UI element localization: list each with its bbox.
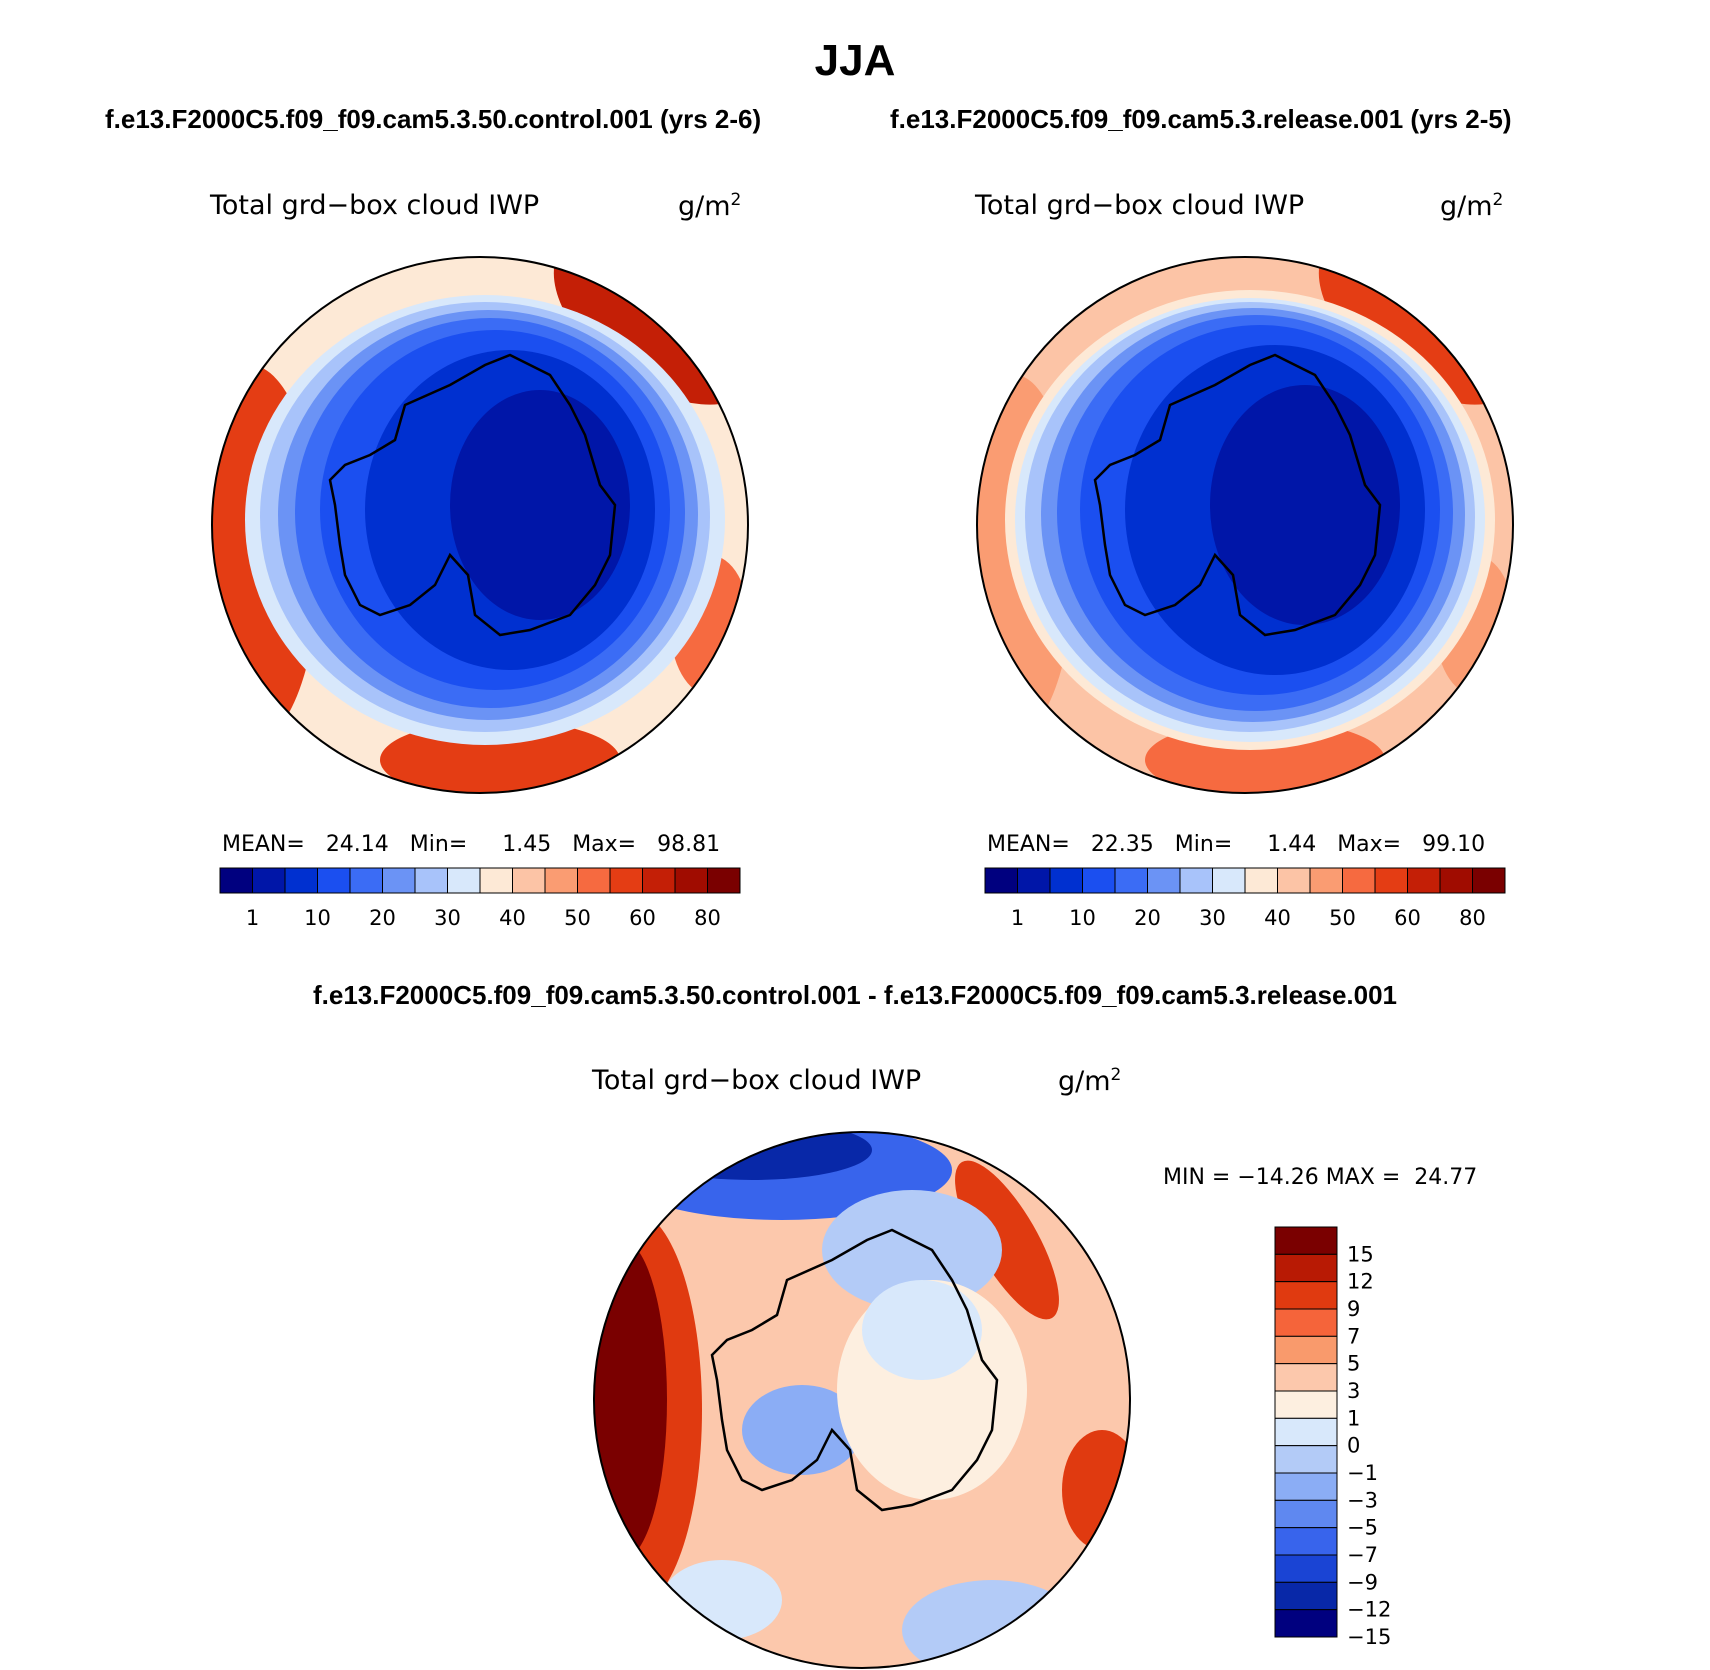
colorbar-tick-label: 40 bbox=[499, 906, 526, 930]
colorbar-swatch bbox=[1179, 867, 1213, 894]
colorbar-swatch bbox=[544, 867, 578, 894]
colorbar-tick-label: 1 bbox=[246, 906, 259, 930]
colorbar-tick-label: 30 bbox=[434, 906, 461, 930]
colorbar-tick-label: 15 bbox=[1347, 1242, 1374, 1266]
colorbar-swatch bbox=[252, 867, 286, 894]
colorbar-swatch bbox=[1274, 1554, 1338, 1583]
panel-2-units: g/m2 bbox=[1440, 190, 1504, 222]
colorbar-swatch bbox=[1274, 1499, 1338, 1529]
colorbar-swatch bbox=[219, 867, 253, 894]
colorbar-swatch bbox=[1274, 1390, 1338, 1419]
map-control bbox=[211, 256, 749, 794]
colorbar-tick-label: −12 bbox=[1347, 1598, 1391, 1622]
colorbar-swatch bbox=[984, 867, 1018, 894]
colorbar-swatch bbox=[1407, 867, 1441, 894]
colorbar-swatch bbox=[1274, 1253, 1338, 1283]
colorbar-release: 1 10 20 30 40 50 60 80 bbox=[984, 867, 1506, 930]
colorbar-swatch bbox=[447, 867, 481, 894]
colorbar-swatch bbox=[382, 867, 416, 894]
colorbar-swatch bbox=[1274, 1226, 1338, 1255]
panel-2-variable: Total grd−box cloud IWP bbox=[975, 190, 1305, 221]
colorbar-tick-label: 80 bbox=[1459, 906, 1486, 930]
colorbar-tick-label: −15 bbox=[1347, 1625, 1391, 1649]
colorbar-swatch bbox=[1439, 867, 1473, 894]
colorbar-tick-label: 10 bbox=[1069, 906, 1096, 930]
colorbar-swatch bbox=[1274, 1281, 1338, 1310]
colorbar-swatch bbox=[1374, 867, 1408, 894]
panel-1-stats: MEAN= 24.14 Min= 1.45 Max= 98.81 bbox=[222, 832, 721, 857]
colorbar-tick-label: 5 bbox=[1347, 1352, 1360, 1376]
colorbar-tick-label: 7 bbox=[1347, 1324, 1360, 1348]
colorbar-difference: 15 12 9 7 5 3 1 0 −1 −3 −5 −7 −9 −12 −15 bbox=[1274, 1226, 1391, 1649]
diff-title: f.e13.F2000C5.f09_f09.cam5.3.50.control.… bbox=[312, 980, 1398, 1010]
colorbar-swatch bbox=[1017, 867, 1051, 894]
colorbar-swatch bbox=[1274, 1581, 1338, 1611]
colorbar-swatch bbox=[284, 867, 318, 894]
map-difference bbox=[593, 1131, 1131, 1669]
colorbar-tick-label: 20 bbox=[1134, 906, 1161, 930]
colorbar-tick-label: 20 bbox=[369, 906, 396, 930]
colorbar-swatch bbox=[1082, 867, 1116, 894]
colorbar-tick-label: 9 bbox=[1347, 1297, 1360, 1321]
panel-3-units: g/m2 bbox=[1058, 1065, 1122, 1097]
colorbar-swatch bbox=[1147, 867, 1181, 894]
panel-3-variable: Total grd−box cloud IWP bbox=[592, 1065, 922, 1096]
colorbar-swatch bbox=[1244, 867, 1278, 894]
colorbar-tick-label: −7 bbox=[1347, 1543, 1378, 1567]
colorbar-tick-label: 3 bbox=[1347, 1379, 1360, 1403]
colorbar-tick-label: 50 bbox=[1329, 906, 1356, 930]
colorbar-swatch bbox=[1342, 867, 1376, 894]
colorbar-tick-label: 0 bbox=[1347, 1434, 1360, 1458]
colorbar-tick-label: 80 bbox=[694, 906, 721, 930]
colorbar-swatch bbox=[1274, 1527, 1338, 1556]
colorbar-swatch bbox=[1309, 867, 1343, 894]
colorbar-swatch bbox=[707, 867, 741, 894]
colorbar-swatch bbox=[1274, 1363, 1338, 1392]
colorbar-tick-label: 40 bbox=[1264, 906, 1291, 930]
colorbar-swatch bbox=[674, 867, 708, 894]
colorbar-tick-label: 60 bbox=[629, 906, 656, 930]
colorbar-swatch bbox=[1472, 867, 1506, 894]
colorbar-swatch bbox=[1274, 1308, 1338, 1337]
colorbar-tick-label: 12 bbox=[1347, 1270, 1374, 1294]
colorbar-swatch bbox=[1274, 1472, 1338, 1501]
panel-3-minmax: MIN = −14.26 MAX = 24.77 bbox=[1163, 1165, 1478, 1190]
colorbar-swatch bbox=[1212, 867, 1246, 894]
colorbar-tick-label: −9 bbox=[1347, 1570, 1378, 1594]
colorbar-tick-label: 50 bbox=[564, 906, 591, 930]
colorbar-tick-label: −5 bbox=[1347, 1516, 1378, 1540]
panel-1-variable: Total grd−box cloud IWP bbox=[210, 190, 540, 221]
colorbar-control: 1 10 20 30 40 50 60 80 bbox=[219, 867, 741, 930]
panel-2-stats: MEAN= 22.35 Min= 1.44 Max= 99.10 bbox=[987, 832, 1486, 857]
map-release bbox=[976, 256, 1514, 794]
colorbar-swatch bbox=[414, 867, 448, 894]
colorbar-tick-label: 60 bbox=[1394, 906, 1421, 930]
figure-title: JJA bbox=[814, 36, 896, 85]
colorbar-swatch bbox=[1274, 1335, 1338, 1365]
colorbar-tick-label: −3 bbox=[1347, 1488, 1378, 1512]
colorbar-swatch bbox=[1274, 1417, 1338, 1447]
colorbar-swatch bbox=[1274, 1609, 1338, 1638]
colorbar-tick-label: −1 bbox=[1347, 1461, 1378, 1485]
colorbar-tick-label: 30 bbox=[1199, 906, 1226, 930]
case-b-title: f.e13.F2000C5.f09_f09.cam5.3.release.001… bbox=[890, 104, 1512, 134]
colorbar-swatch bbox=[577, 867, 611, 894]
colorbar-swatch bbox=[479, 867, 513, 894]
colorbar-tick-label: 1 bbox=[1011, 906, 1024, 930]
colorbar-tick-label: 10 bbox=[304, 906, 331, 930]
colorbar-swatch bbox=[317, 867, 351, 894]
colorbar-swatch bbox=[1274, 1445, 1338, 1474]
colorbar-swatch bbox=[609, 867, 643, 894]
panel-1-units: g/m2 bbox=[678, 190, 742, 222]
colorbar-swatch bbox=[1114, 867, 1148, 894]
colorbar-swatch bbox=[1277, 867, 1311, 894]
colorbar-tick-label: 1 bbox=[1347, 1406, 1360, 1430]
colorbar-swatch bbox=[642, 867, 676, 894]
colorbar-swatch bbox=[1049, 867, 1083, 894]
case-a-title: f.e13.F2000C5.f09_f09.cam5.3.50.control.… bbox=[105, 104, 762, 134]
colorbar-swatch bbox=[349, 867, 383, 894]
colorbar-swatch bbox=[512, 867, 546, 894]
